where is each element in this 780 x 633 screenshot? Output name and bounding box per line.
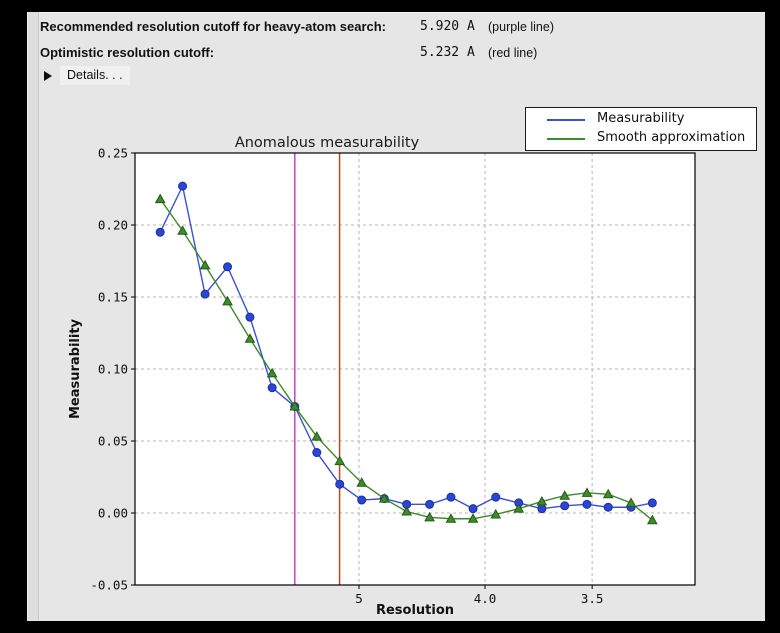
data-point-circle (155, 227, 165, 237)
data-point-triangle (266, 367, 278, 378)
x-tick-label: 5 (355, 591, 363, 606)
data-point-circle (446, 492, 456, 502)
data-point-triangle (222, 295, 233, 306)
data-point-triangle (199, 259, 211, 270)
y-tick-label: 0.05 (98, 434, 128, 449)
data-point-circle (468, 504, 478, 514)
data-point-triangle (334, 455, 346, 466)
data-point-circle (267, 383, 277, 393)
recommended-cutoff-row: Recommended resolution cutoff for heavy-… (0, 14, 780, 40)
y-tick-label: 0.15 (98, 290, 128, 305)
data-point-triangle (490, 508, 502, 519)
data-point-triangle (154, 193, 166, 204)
data-point-circle (537, 504, 547, 514)
data-point-circle (491, 492, 501, 502)
data-point-triangle (424, 511, 435, 522)
data-point-triangle (602, 488, 614, 499)
legend-line-sample-blue (547, 119, 585, 121)
data-point-triangle (289, 400, 301, 411)
data-point-circle (582, 499, 592, 509)
details-label[interactable]: Details. . . (60, 66, 130, 85)
data-point-circle (335, 479, 345, 489)
data-point-circle (560, 501, 570, 511)
data-point-triangle (356, 477, 368, 487)
legend-item-smooth-approximation: Smooth approximation (526, 129, 756, 149)
optimistic-cutoff-label: Optimistic resolution cutoff: (40, 45, 215, 60)
data-point-circle (312, 448, 322, 458)
data-point-triangle (378, 493, 390, 503)
optimistic-cutoff-value: 5.232 A (420, 45, 475, 60)
panel-left-gutter (27, 12, 39, 620)
legend-label-measurability: Measurability (597, 111, 685, 126)
data-point-circle (425, 499, 435, 509)
disclosure-triangle-icon[interactable] (44, 71, 52, 81)
data-point-triangle (311, 431, 323, 441)
data-point-triangle (244, 333, 256, 343)
legend-line-sample-green (547, 138, 585, 140)
recommended-cutoff-value: 5.920 A (420, 19, 475, 34)
recommended-cutoff-note: (purple line) (488, 20, 555, 34)
y-tick-label: 0.20 (98, 218, 128, 233)
y-tick-label: -0.05 (90, 578, 128, 593)
x-tick-label: 3.5 (581, 591, 604, 606)
data-point-triangle (581, 487, 593, 497)
data-point-triangle (536, 495, 548, 506)
y-axis-label: Measurability (68, 318, 83, 419)
x-tick-label: 4.0 (474, 591, 497, 606)
data-point-triangle (513, 503, 525, 513)
y-tick-label: 0.25 (98, 146, 128, 161)
data-point-circle (647, 498, 657, 508)
recommended-cutoff-label: Recommended resolution cutoff for heavy-… (40, 19, 387, 34)
data-point-triangle (467, 513, 479, 523)
chart-title: Anomalous measurability (235, 135, 420, 151)
data-point-triangle (559, 490, 571, 500)
y-tick-label: 0.10 (98, 362, 128, 377)
data-point-circle (603, 502, 613, 512)
legend-item-measurability: Measurability (526, 110, 756, 130)
data-point-circle (178, 181, 188, 191)
data-point-circle (245, 312, 255, 322)
x-axis-label: Resolution (376, 603, 454, 618)
data-point-triangle (625, 497, 637, 507)
optimistic-cutoff-note: (red line) (488, 46, 538, 60)
data-point-triangle (647, 514, 658, 525)
y-tick-label: 0.00 (98, 506, 128, 521)
data-point-triangle (401, 506, 413, 516)
data-point-circle (200, 289, 210, 299)
optimistic-cutoff-row: Optimistic resolution cutoff: 5.232 A (r… (0, 40, 780, 66)
data-point-triangle (445, 513, 457, 523)
data-point-circle (357, 495, 367, 505)
chart-legend: Measurability Smooth approximation (525, 107, 757, 151)
legend-label-smooth-approximation: Smooth approximation (597, 130, 746, 145)
data-point-circle (223, 262, 233, 272)
data-point-triangle (177, 225, 188, 235)
